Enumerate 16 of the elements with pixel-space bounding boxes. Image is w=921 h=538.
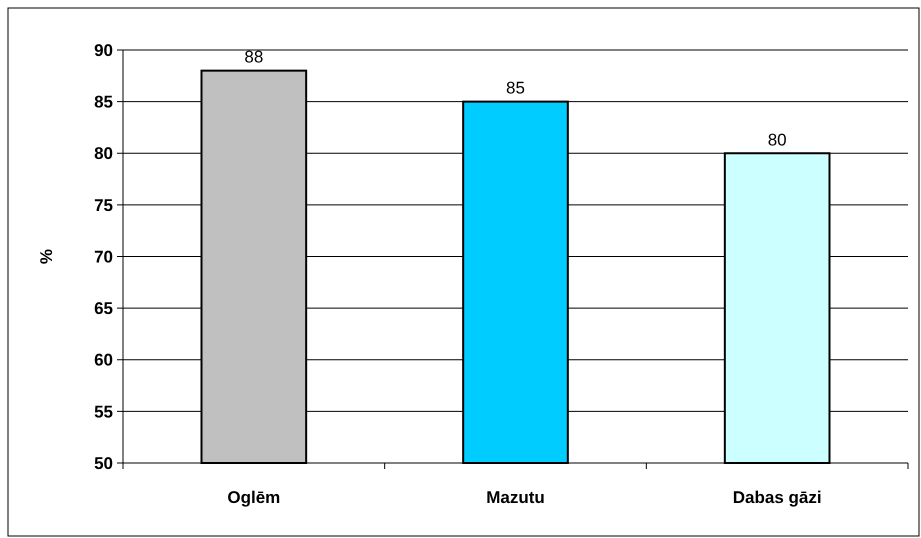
data-label: 80 (768, 130, 787, 150)
y-axis-title: % (37, 248, 56, 264)
y-tick-label: 70 (94, 247, 113, 266)
y-tick-label: 80 (94, 144, 113, 164)
y-tick-label: 50 (94, 454, 113, 473)
y-tick-label: 90 (94, 40, 113, 60)
y-tick-label: 75 (94, 196, 113, 215)
y-tick-label: 65 (94, 299, 113, 318)
x-tick-label: Mazutu (486, 488, 545, 507)
y-tick-label: 60 (94, 350, 113, 370)
x-tick-label: Dabas gāzi (732, 488, 822, 507)
x-tick-label: Oglēm (227, 488, 280, 507)
y-tick-label: 55 (94, 402, 113, 422)
y-tick-label: 85 (94, 92, 113, 112)
data-label: 85 (506, 78, 525, 98)
data-label: 88 (244, 48, 264, 67)
